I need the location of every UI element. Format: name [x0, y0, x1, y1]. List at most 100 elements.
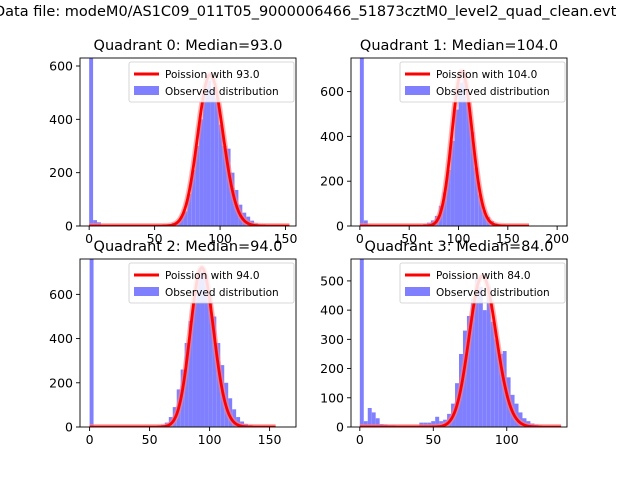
- histogram-bar: [435, 416, 440, 427]
- histogram-bar: [478, 194, 483, 226]
- legend-poisson-label: Poission with 104.0: [436, 69, 537, 81]
- histogram-bar: [204, 274, 209, 427]
- histogram-bar: [470, 298, 475, 427]
- legend-hist-label: Observed distribution: [165, 86, 279, 98]
- histogram-bar: [196, 274, 201, 427]
- subplot-title: Quadrant 1: Median=104.0: [360, 38, 558, 54]
- histogram-bar: [498, 353, 503, 427]
- subplot-title: Quadrant 0: Median=93.0: [94, 38, 283, 54]
- legend-poisson-label: Poission with 84.0: [436, 270, 531, 282]
- histogram-bar: [474, 167, 479, 226]
- histogram-bar: [188, 320, 193, 427]
- legend-box: [399, 61, 566, 103]
- legend-hist-swatch: [134, 86, 159, 95]
- axes-frame: [350, 258, 568, 428]
- y-tick-label: 200: [49, 375, 73, 390]
- histogram-bar: [367, 408, 372, 427]
- y-tick-label: 200: [320, 361, 344, 376]
- legend-hist-swatch: [405, 287, 430, 296]
- y-tick-label: 600: [49, 287, 73, 302]
- x-tick-label: 0: [86, 432, 94, 447]
- histogram-bar: [214, 98, 219, 226]
- histogram-bar: [195, 146, 200, 226]
- subplot-quadrant-1: 0 50 100 150 200 0 200 400 600 Quadrant 1: Median…: [320, 38, 569, 246]
- legend-hist-label: Observed distribution: [436, 86, 550, 98]
- legend-hist-label: Observed distribution: [165, 287, 279, 299]
- axes-frame: [350, 57, 568, 227]
- histogram-bar: [191, 170, 196, 226]
- x-tick-label: 50: [401, 231, 417, 246]
- histogram-bar: [458, 82, 463, 226]
- y-tick-label: 400: [320, 303, 344, 318]
- y-tick-label: 600: [320, 84, 344, 99]
- y-tick-label: 500: [320, 273, 344, 288]
- legend: Poission with 84.0 Observed distribution: [399, 262, 566, 304]
- x-tick-label: 100: [495, 432, 519, 447]
- x-tick-label: 150: [258, 432, 282, 447]
- histogram-bar: [89, 259, 94, 427]
- y-tick-label: 400: [320, 129, 344, 144]
- legend-hist-label: Observed distribution: [436, 287, 550, 299]
- histogram-bar: [375, 418, 380, 427]
- legend: Poission with 93.0 Observed distribution: [128, 61, 295, 103]
- legend-hist-swatch: [405, 86, 430, 95]
- subplot-title: Quadrant 3: Median=84.0: [365, 239, 554, 255]
- x-tick-label: 50: [147, 231, 163, 246]
- suptitle-text: Data file: modeM0/AS1C09_011T05_90000064…: [0, 4, 617, 20]
- y-tick-label: 600: [49, 59, 73, 74]
- y-tick-label: 100: [320, 390, 344, 405]
- histogram-bar: [187, 194, 192, 226]
- x-tick-label: 100: [208, 231, 232, 246]
- subplot-quadrant-2: 0 50 100 150 0 200 400 600 Quadrant 2: Median=94…: [49, 239, 297, 447]
- histogram-bar: [470, 131, 475, 226]
- y-tick-label: 200: [320, 174, 344, 189]
- legend-box: [128, 262, 295, 304]
- histogram-bar: [208, 294, 213, 427]
- legend-poisson-label: Poission with 94.0: [165, 270, 260, 282]
- x-tick-label: 0: [356, 231, 364, 246]
- histogram-bar: [494, 339, 499, 427]
- histogram-bar: [222, 146, 227, 226]
- histogram-bar: [203, 92, 207, 226]
- legend-box: [128, 61, 295, 103]
- histogram-bar: [466, 100, 471, 226]
- x-tick-label: 200: [545, 231, 569, 246]
- legend-poisson-label: Poission with 93.0: [165, 69, 260, 81]
- subplot-quadrant-0: 0 50 100 150 0 200 400 600 Quadrant 0: Median=93…: [49, 38, 297, 246]
- subplot-quadrant-3: 0 50 100 0 100 200 300 400 500 Quadrant 3: Median…: [320, 239, 568, 447]
- histogram-bar: [442, 192, 447, 226]
- y-tick-label: 200: [49, 165, 73, 180]
- histogram-bar: [89, 58, 94, 226]
- y-tick-label: 0: [336, 420, 344, 435]
- histogram-bar: [183, 211, 188, 226]
- y-tick-label: 400: [49, 331, 73, 346]
- x-tick-label: 150: [496, 231, 520, 246]
- y-tick-label: 400: [49, 112, 73, 127]
- axes-frame: [79, 57, 297, 227]
- x-tick-label: 100: [447, 231, 471, 246]
- legend-box: [399, 262, 566, 304]
- x-tick-label: 100: [198, 432, 222, 447]
- histogram-bar: [454, 109, 459, 226]
- histogram-bar: [218, 124, 223, 226]
- plot-area: [87, 259, 278, 427]
- axes-frame: [79, 258, 297, 428]
- histogram-bar: [478, 286, 483, 427]
- subplot-title: Quadrant 2: Median=94.0: [94, 239, 283, 255]
- figure-suptitle: Data file: modeM0/AS1C09_011T05_90000064…: [0, 4, 640, 28]
- histogram-bar: [359, 58, 364, 226]
- histogram-bar: [192, 298, 197, 427]
- histogram-bar: [206, 80, 211, 226]
- y-tick-label: 0: [336, 219, 344, 234]
- y-tick-label: 300: [320, 332, 344, 347]
- histogram-bar: [199, 119, 204, 226]
- histogram-bar: [486, 286, 491, 427]
- x-tick-label: 0: [356, 432, 364, 447]
- histogram-bar: [359, 259, 364, 427]
- y-tick-label: 0: [65, 219, 73, 234]
- histogram-bar: [474, 277, 479, 427]
- histogram-bar: [446, 170, 451, 226]
- histogram-bar: [466, 315, 471, 427]
- histogram-bar: [200, 267, 205, 427]
